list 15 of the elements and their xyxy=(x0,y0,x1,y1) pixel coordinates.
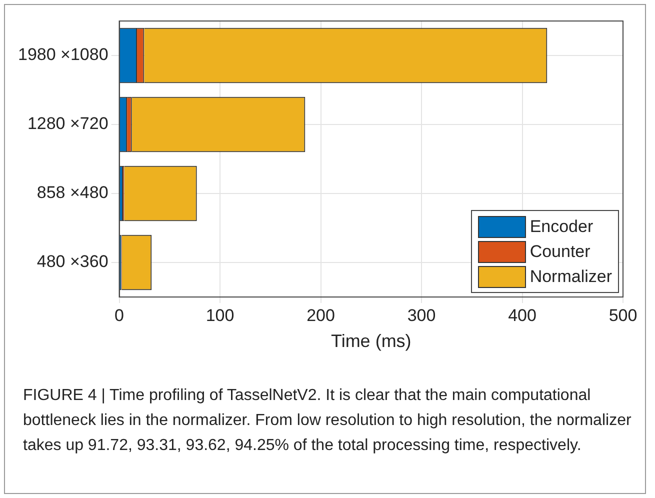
caption: FIGURE 4 | Time profiling of TasselNetV2. It is clear that the main computational bottleneck lies in the normalizer. From low resolution to high resolution, the normalizer takes up 91.72, 93.31, 93.62, 94.25% of the total processing time, respectively. xyxy=(23,386,632,456)
x-tick-label: 500 xyxy=(608,306,638,325)
legend-label: Encoder xyxy=(530,216,594,236)
x-tick-label: 0 xyxy=(114,306,124,325)
y-tick-label: 1980 ×1080 xyxy=(18,45,108,64)
legend-label: Counter xyxy=(530,242,590,262)
y-tick-label: 1280 ×720 xyxy=(27,114,108,134)
x-axis-title: Time (ms) xyxy=(330,331,412,352)
legend-label: Normalizer xyxy=(530,266,612,286)
x-tick-label: 200 xyxy=(306,306,335,325)
x-tick-label: 400 xyxy=(508,306,536,325)
y-tick-label: 858 ×480 xyxy=(36,183,108,202)
y-tick-label: 480 ×360 xyxy=(36,252,108,272)
x-tick-label: 100 xyxy=(206,306,234,325)
x-tick-label: 300 xyxy=(407,306,436,325)
